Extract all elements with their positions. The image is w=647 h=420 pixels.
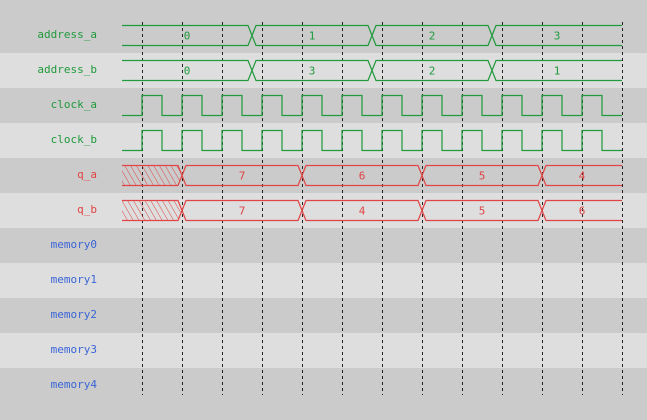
clock-wave-clock_b	[122, 129, 622, 152]
bus-segment	[541, 164, 622, 187]
signal-row-address_a[interactable]: address_a	[0, 0, 647, 53]
signal-name[interactable]: memory1	[50, 273, 97, 286]
bus-value: 5	[479, 205, 486, 218]
signal-name[interactable]: clock_a	[50, 98, 97, 111]
signal-row-q_b[interactable]: q_b	[0, 193, 647, 228]
signal-name[interactable]: clock_b	[50, 133, 97, 146]
bus-value: 6	[359, 170, 366, 183]
signal-name[interactable]: memory4	[50, 378, 97, 391]
bus-value: 0	[184, 65, 191, 78]
bus-segment	[491, 24, 622, 47]
bus-value: 1	[554, 65, 561, 78]
bus-value: 5	[479, 170, 486, 183]
bus-segment	[541, 199, 622, 222]
signal-row-memory3[interactable]: memory3	[0, 333, 647, 368]
signal-row-memory2[interactable]: memory2	[0, 298, 647, 333]
bus-value: 7	[239, 205, 246, 218]
bus-value: 0	[184, 30, 191, 43]
signal-row-address_b[interactable]: address_b	[0, 53, 647, 88]
bus-value: 2	[429, 65, 436, 78]
signal-name[interactable]: q_b	[77, 203, 97, 216]
bus-value: 3	[554, 30, 561, 43]
bus-segment	[491, 59, 622, 82]
bus-value: 3	[309, 65, 316, 78]
signal-row-memory0[interactable]: memory0	[0, 228, 647, 263]
unknown-value-hatch	[122, 165, 182, 186]
signal-name[interactable]: q_a	[77, 168, 97, 181]
bus-value: 2	[429, 30, 436, 43]
bus-value: 4	[579, 170, 586, 183]
signal-name[interactable]: memory3	[50, 343, 97, 356]
signal-row-memory1[interactable]: memory1	[0, 263, 647, 298]
signal-row-q_a[interactable]: q_a	[0, 158, 647, 193]
signal-row-clock_b[interactable]: clock_b	[0, 123, 647, 158]
signal-row-memory4[interactable]: memory4	[0, 368, 647, 420]
unknown-value-hatch	[122, 200, 182, 221]
bus-value: 7	[239, 170, 246, 183]
bus-value: 1	[309, 30, 316, 43]
signal-name[interactable]: memory0	[50, 238, 97, 251]
bus-value: 4	[359, 205, 366, 218]
signal-name[interactable]: memory2	[50, 308, 97, 321]
signal-name[interactable]: address_b	[37, 63, 97, 76]
clock-wave-clock_a	[122, 94, 622, 117]
bus-value: 6	[579, 205, 586, 218]
signal-name[interactable]: address_a	[37, 28, 97, 41]
signal-row-clock_a[interactable]: clock_a	[0, 88, 647, 123]
